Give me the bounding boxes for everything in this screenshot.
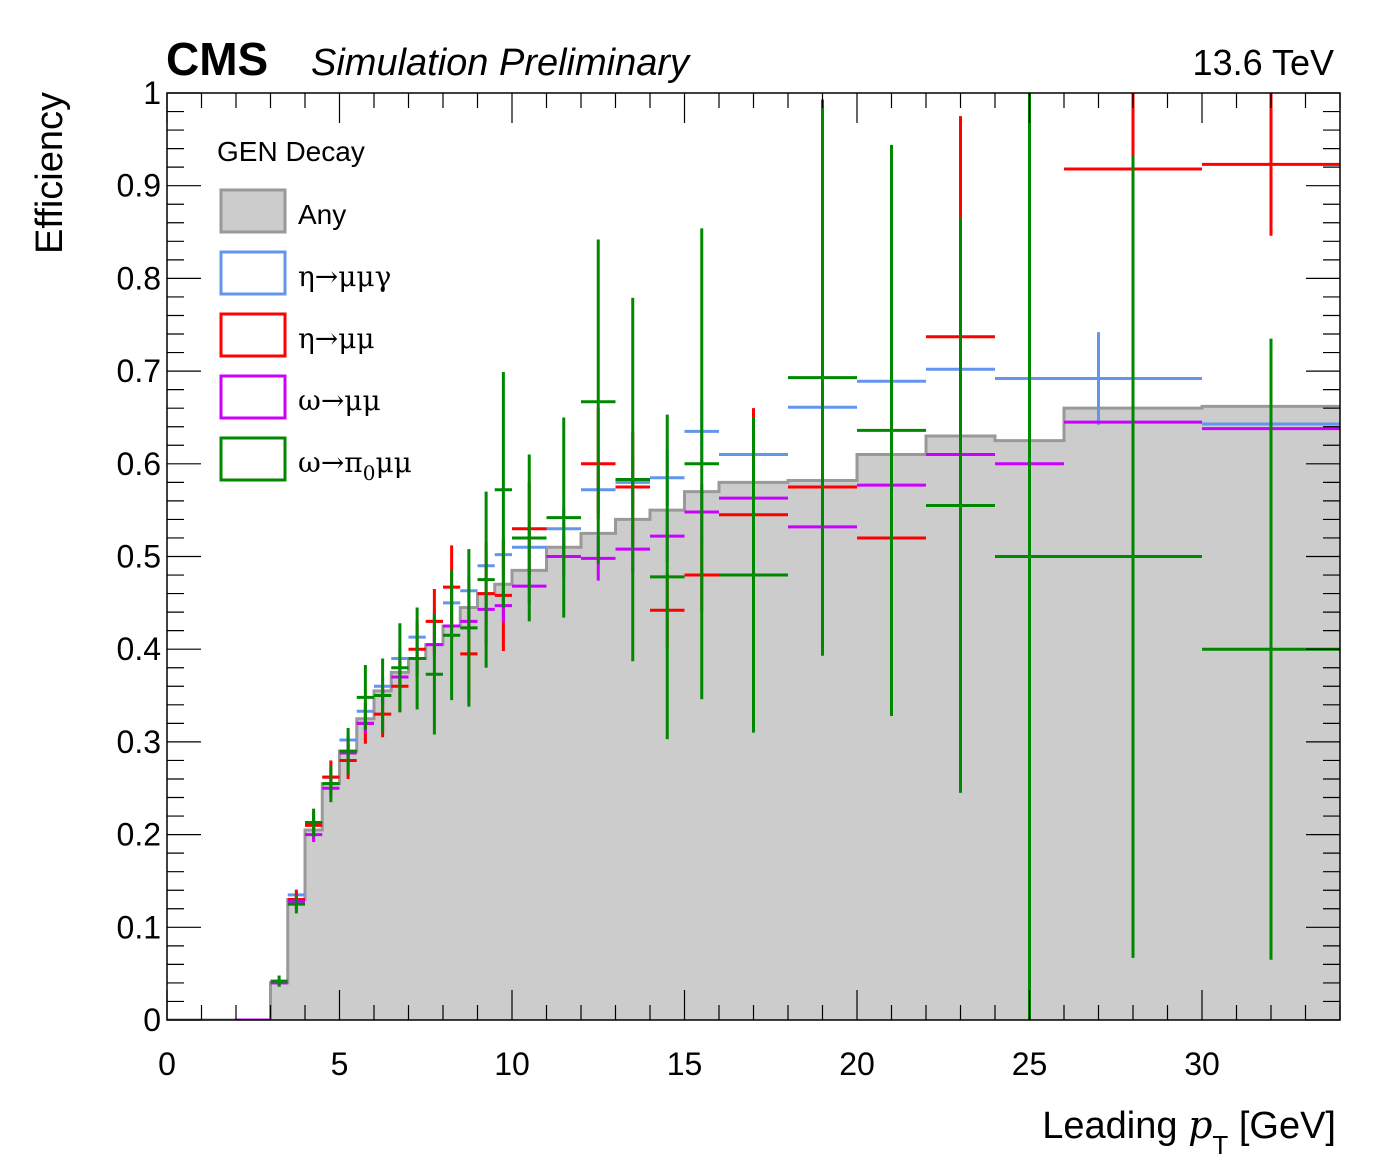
- y-tick-label: 0.7: [117, 353, 161, 389]
- x-tick-label: 0: [158, 1046, 176, 1082]
- y-tick-label: 0.4: [117, 631, 161, 667]
- legend-label-any: Any: [298, 199, 346, 230]
- y-tick-label: 0.6: [117, 446, 161, 482]
- legend-swatch-eta-mumugamma: [219, 250, 287, 296]
- series-3-point-0: [270, 975, 288, 987]
- series-3-point-19: [684, 228, 719, 700]
- series-3-point-15: [546, 417, 581, 618]
- series-3-point-11: [460, 549, 478, 707]
- series-3-point-17: [615, 297, 650, 662]
- series-3-point-23: [926, 218, 995, 793]
- series-3-point-12: [477, 491, 495, 668]
- series-3-point-2: [305, 808, 323, 837]
- series-3-point-8: [408, 607, 426, 710]
- plot-area: [167, 93, 1340, 1020]
- series-3-point-5: [356, 664, 374, 730]
- x-tick-label: 20: [839, 1046, 875, 1082]
- series-3-point-25: [1064, 155, 1202, 958]
- series-3-point-9: [425, 613, 443, 735]
- y-tick-label: 0.3: [117, 724, 161, 760]
- series-3-point-10: [443, 570, 461, 701]
- x-tick-label: 5: [331, 1046, 349, 1082]
- simulation-preliminary-label: Simulation Preliminary: [311, 42, 691, 84]
- x-axis-title-prefix: Leading: [1042, 1105, 1188, 1147]
- axes: 0 5 10 15 20 25 3000.10.20.30.40.50.60.70.80.9…: [117, 75, 1341, 1082]
- series-3-point-14: [512, 454, 547, 622]
- series-3-point-21: [788, 99, 857, 656]
- legend-label-eta-mumugamma: η→μμγ: [298, 260, 391, 293]
- series-3-point-3: [322, 765, 340, 803]
- legend: GEN Decay Any η→μμγ η→μμ ω→μμ ω→π0μμ: [217, 136, 412, 485]
- y-tick-label: 0: [143, 1002, 161, 1038]
- series-3-point-22: [857, 144, 926, 716]
- legend-label-omega-pi0mumu-tail: μμ: [375, 446, 411, 479]
- legend-label-omega-pi0mumu-main: ω→π: [298, 446, 363, 479]
- series-3-point-13: [494, 372, 512, 608]
- series-3-point-24: [995, 93, 1064, 1020]
- y-tick-label: 0.2: [117, 817, 161, 853]
- x-tick-label: 10: [494, 1046, 530, 1082]
- legend-swatch-any: [219, 188, 287, 234]
- x-axis-title-unit: [GeV]: [1228, 1105, 1336, 1147]
- cms-label: CMS: [166, 33, 268, 85]
- y-tick-label: 0.1: [117, 909, 161, 945]
- y-tick-label: 0.8: [117, 260, 161, 296]
- x-axis-title-var: p: [1188, 1103, 1212, 1147]
- energy-label: 13.6 TeV: [1193, 42, 1334, 83]
- legend-swatch-omega-mumu: [219, 374, 287, 420]
- legend-swatch-eta-mumu: [219, 312, 287, 358]
- legend-header: GEN Decay: [217, 136, 365, 167]
- x-tick-label: 25: [1012, 1046, 1048, 1082]
- legend-label-eta-mumu: η→μμ: [298, 322, 375, 355]
- legend-label-omega-pi0mumu: ω→π0μμ: [298, 446, 412, 485]
- series-3-point-20: [719, 417, 788, 733]
- series-3-point-6: [374, 658, 392, 733]
- series-1-point-23: [1202, 93, 1340, 236]
- series-3: [270, 93, 1340, 1020]
- y-tick-label: 0.5: [117, 539, 161, 575]
- y-tick-label: 1: [143, 75, 161, 111]
- series-3-point-4: [339, 727, 357, 775]
- legend-swatch-omega-pi0mumu: [219, 436, 287, 482]
- y-tick-label: 0.9: [117, 168, 161, 204]
- series-3-point-16: [581, 239, 616, 564]
- x-tick-label: 15: [667, 1046, 703, 1082]
- y-axis-title: Efficiency: [29, 92, 71, 254]
- legend-label-omega-mumu: ω→μμ: [298, 384, 381, 417]
- series-3-point-1: [287, 894, 305, 914]
- legend-label-omega-pi0mumu-sub: 0: [363, 461, 376, 485]
- x-axis-title: Leading pT [GeV]: [1042, 1103, 1336, 1160]
- series-3-point-7: [391, 623, 409, 713]
- x-tick-label: 30: [1184, 1046, 1220, 1082]
- x-axis-title-sub: T: [1212, 1130, 1228, 1160]
- series-3-point-18: [650, 414, 685, 740]
